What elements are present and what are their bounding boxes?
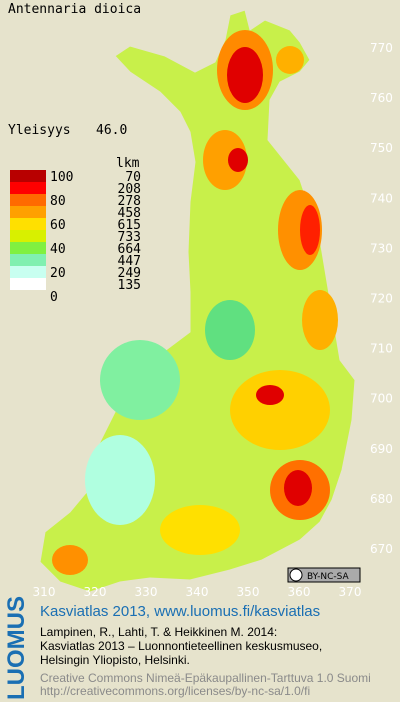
legend-scale-label: 80 — [50, 194, 66, 209]
map-patch — [228, 148, 248, 172]
legend-count: 208 — [118, 182, 141, 197]
badge-text: BY-NC-SA — [307, 572, 350, 582]
y-grid-label: 710 — [370, 342, 393, 356]
site-link: Kasviatlas 2013, www.luomus.fi/kasviatla… — [40, 603, 320, 620]
legend-count: 249 — [118, 266, 141, 281]
citation-line: Lampinen, R., Lahti, T. & Heikkinen M. 2… — [40, 625, 277, 639]
map-patch — [52, 545, 88, 575]
logo: LUOMUS — [3, 596, 30, 700]
legend-count: 615 — [118, 218, 141, 233]
y-grid-label: 680 — [370, 492, 393, 506]
map — [39, 9, 356, 593]
license-line: http://creativecommons.org/licenses/by-n… — [40, 684, 310, 698]
legend-count: 447 — [118, 254, 141, 269]
x-grid-label: 370 — [339, 585, 362, 599]
x-grid-label: 350 — [237, 585, 260, 599]
legend-count: 70 — [125, 170, 141, 185]
y-grid-label: 670 — [370, 542, 393, 556]
map-patch — [284, 470, 312, 506]
x-grid-label: 360 — [288, 585, 311, 599]
legend-swatch — [10, 218, 46, 230]
y-grid-label: 690 — [370, 442, 393, 456]
map-patch — [300, 205, 320, 255]
map-patch — [227, 47, 263, 103]
legend-swatch — [10, 266, 46, 278]
species-title: Antennaria dioica — [8, 2, 141, 17]
legend-swatch — [10, 206, 46, 218]
y-grid-label: 750 — [370, 141, 393, 155]
legend-swatch — [10, 230, 46, 242]
x-grid-label: 310 — [33, 585, 56, 599]
legend: 100 80 60 40 20 0 7020827845861573366444724913… — [10, 170, 141, 305]
x-grid-label: 340 — [186, 585, 209, 599]
frequency-value: 46.0 — [96, 123, 127, 138]
y-grid-label: 700 — [370, 392, 393, 406]
citation-line: Helsingin Yliopisto, Helsinki. — [40, 653, 190, 667]
citation-line: Kasviatlas 2013 – Luonnontieteellinen ke… — [40, 639, 322, 653]
legend-count: 278 — [118, 194, 141, 209]
map-patch — [276, 46, 304, 74]
legend-swatch — [10, 278, 46, 290]
y-grid-label: 740 — [370, 191, 393, 205]
map-patch — [230, 370, 330, 450]
y-grid-label: 720 — [370, 292, 393, 306]
x-grid-label: 330 — [135, 585, 158, 599]
map-patch — [302, 290, 338, 350]
legend-count: 733 — [118, 230, 141, 245]
legend-count: 664 — [118, 242, 142, 257]
legend-scale-label: 100 — [50, 170, 73, 185]
x-grid-label: 320 — [84, 585, 107, 599]
legend-swatch — [10, 254, 46, 266]
map-patch — [256, 385, 284, 405]
map-patch — [85, 435, 155, 525]
license-line: Creative Commons Nimeä-Epäkaupallinen-Ta… — [40, 671, 371, 685]
legend-swatch — [10, 182, 46, 194]
count-header: lkm — [116, 156, 140, 171]
legend-scale-label: 0 — [50, 290, 58, 305]
legend-scale-label: 40 — [50, 242, 66, 257]
frequency-label: Yleisyys — [8, 123, 71, 138]
license-badge: BY-NC-SA — [287, 567, 361, 583]
map-patch — [100, 340, 180, 420]
legend-scale-label: 20 — [50, 266, 66, 281]
legend-count: 135 — [118, 278, 141, 293]
legend-count: 458 — [118, 206, 141, 221]
y-grid-label: 730 — [370, 241, 393, 255]
legend-swatch — [10, 242, 46, 254]
legend-scale-label: 60 — [50, 218, 66, 233]
legend-swatch — [10, 194, 46, 206]
y-grid-label: 770 — [370, 41, 393, 55]
y-grid-label: 760 — [370, 91, 393, 105]
legend-swatch — [10, 170, 46, 182]
footer: Lampinen, R., Lahti, T. & Heikkinen M. 2… — [40, 625, 371, 698]
map-patch — [203, 130, 247, 190]
map-patch — [160, 505, 240, 555]
map-patch — [205, 300, 255, 360]
